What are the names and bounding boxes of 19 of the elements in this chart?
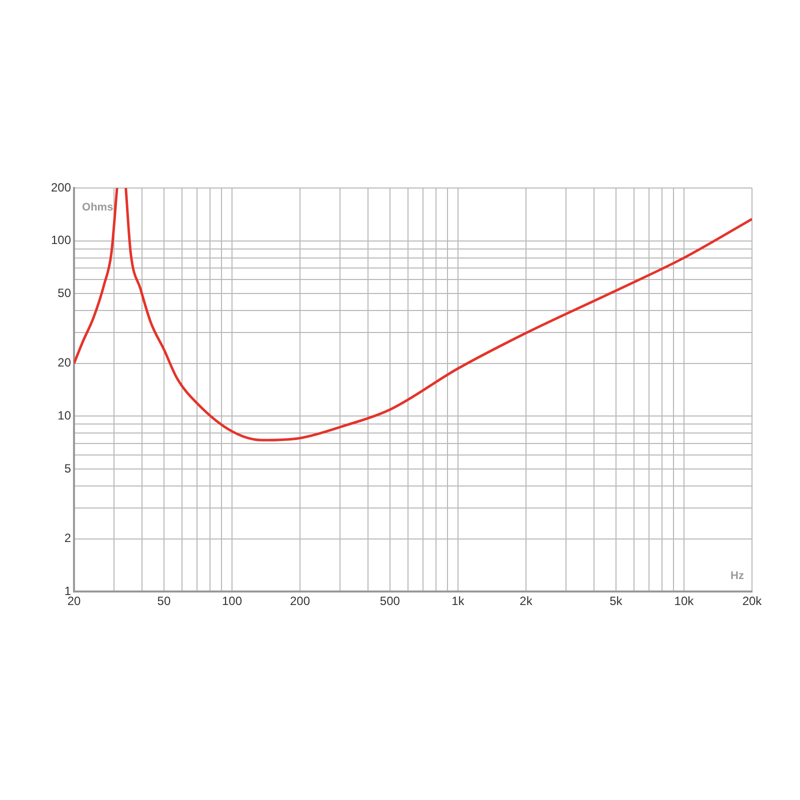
x-axis-title: Hz [730,570,744,582]
x-tick-label: 2k [520,594,534,608]
y-axis-title: Ohms [82,202,114,214]
x-tick-label: 50 [157,594,171,608]
y-tick-label: 100 [50,233,72,248]
y-tick-label: 20 [58,356,72,370]
x-tick-label: 10k [674,594,695,608]
y-tick-label: 200 [50,180,72,194]
y-tick-label: 2 [64,531,72,546]
x-tick-label: 200 [290,594,310,608]
y-tick-label: 5 [64,461,72,476]
x-tick-label: 5k [610,594,624,608]
x-tick-label: 20k [742,594,763,608]
x-tick-label: 500 [380,594,400,608]
y-tick-label: 50 [58,286,72,300]
x-tick-label: 100 [222,594,242,608]
x-tick-label: 1k [452,594,466,608]
y-tick-label: 1 [64,584,72,598]
y-tick-label: 10 [58,408,72,423]
